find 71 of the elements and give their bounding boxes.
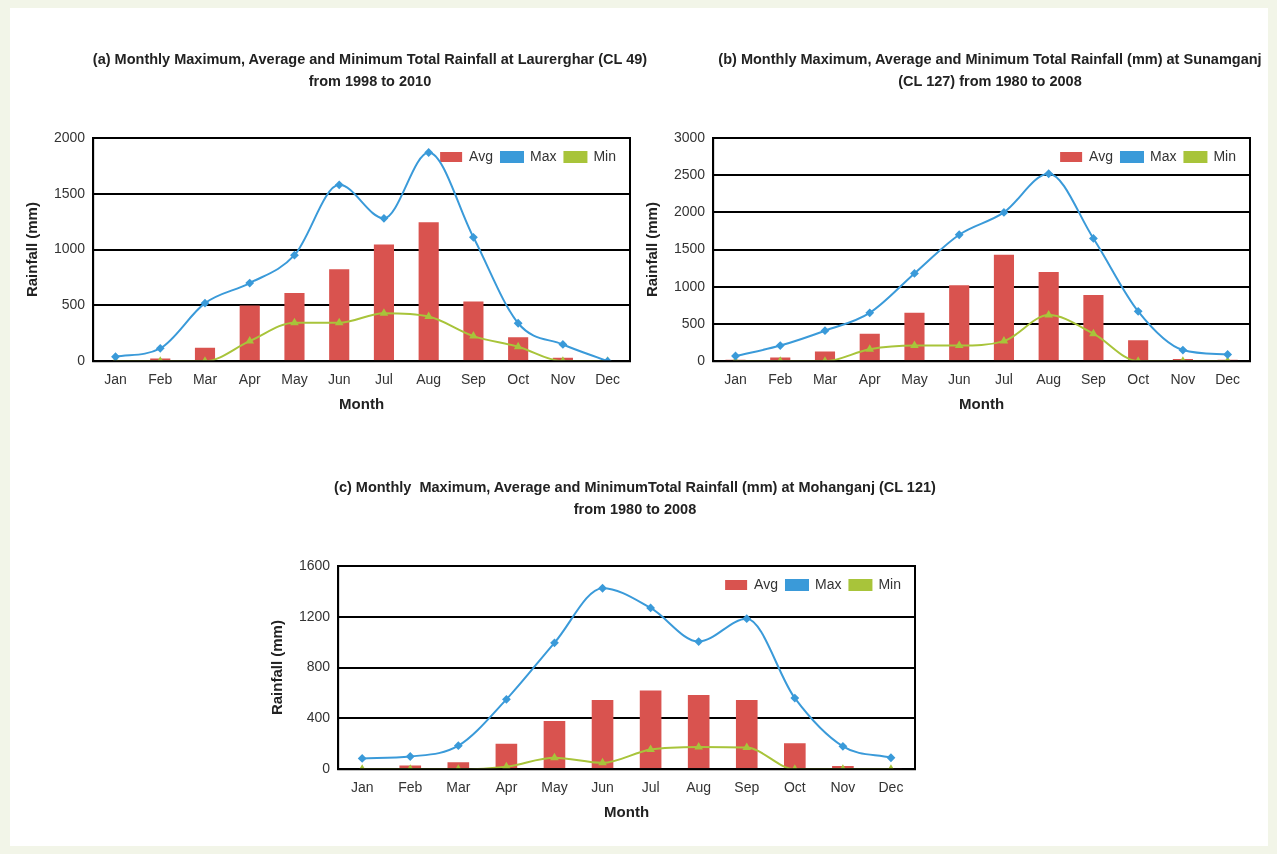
y-tick-label: 2000 — [673, 203, 706, 220]
x-axis-title: Month — [604, 803, 650, 821]
x-tick-label: Mar — [812, 371, 838, 388]
y-axis-title: Rainfall (mm) — [268, 620, 286, 716]
chart-title: (b) Monthly Maximum, Average and Minimum Total Rainfall (mm) at Sunamganj (CL 127) from 1980 to 2008 — [717, 50, 1263, 91]
x-tick-label: Aug — [416, 371, 442, 388]
x-tick-label: Nov — [830, 779, 856, 796]
y-tick-label: 2500 — [673, 166, 706, 183]
legend-label: Avg — [1089, 147, 1113, 164]
x-tick-label: Dec — [1215, 371, 1241, 388]
x-tick-label: Feb — [148, 371, 173, 388]
x-tick-label: Sep — [460, 371, 487, 388]
x-tick-label: Jan — [350, 779, 374, 796]
x-tick-label: Mar — [446, 779, 471, 796]
x-tick-label: May — [541, 779, 568, 796]
legend-label: Max — [1149, 147, 1177, 164]
x-axis-title: Month — [959, 395, 1005, 413]
legend-label: Min — [593, 147, 616, 164]
y-tick-label: 1500 — [673, 240, 706, 257]
x-tick-label: Oct — [1127, 371, 1150, 388]
x-tick-label: Dec — [878, 779, 904, 796]
x-tick-label: Aug — [1036, 371, 1062, 388]
y-tick-label: 0 — [697, 352, 706, 369]
x-tick-label: Feb — [398, 779, 423, 796]
x-tick-label: Sep — [1080, 371, 1107, 388]
legend-label: Min — [878, 575, 901, 592]
x-tick-label: Apr — [495, 779, 518, 796]
x-tick-label: Jan — [724, 371, 747, 388]
y-axis-title: Rainfall (mm) — [643, 202, 661, 298]
x-tick-label: Jul — [994, 371, 1013, 388]
x-tick-label: Jun — [947, 371, 971, 388]
y-tick-label: 1000 — [673, 277, 706, 294]
y-tick-label: 500 — [681, 314, 706, 331]
x-tick-label: Oct — [783, 779, 806, 796]
chart-title: (a) Monthly Maximum, Average and Minimum Total Rainfall at Laurerghar (CL 49) from 1998 to 2010 — [91, 50, 649, 91]
legend-label: Max — [529, 147, 557, 164]
legend-label: Avg — [469, 147, 493, 164]
x-tick-label: Apr — [858, 371, 881, 388]
x-tick-label: Aug — [686, 779, 712, 796]
chart-title: (c) Monthly Maximum, Average and MinimumTotal Rainfall (mm) at Mohanganj (CL 121) from 1980 to 2008 — [333, 478, 937, 519]
x-tick-label: Nov — [1170, 371, 1196, 388]
x-tick-label: May — [281, 371, 308, 388]
y-tick-label: 3000 — [673, 128, 706, 145]
y-tick-label: 500 — [61, 296, 86, 313]
x-tick-label: Jun — [327, 371, 351, 388]
x-tick-label: Jul — [641, 779, 660, 796]
y-tick-label: 400 — [306, 709, 331, 726]
x-tick-label: May — [901, 371, 928, 388]
x-tick-label: Jul — [374, 371, 393, 388]
x-tick-label: Mar — [192, 371, 218, 388]
x-tick-label: Feb — [768, 371, 793, 388]
y-axis-title: Rainfall (mm) — [23, 202, 41, 298]
y-tick-label: 1600 — [298, 556, 331, 573]
y-tick-label: 0 — [322, 760, 331, 777]
y-tick-label: 1500 — [53, 184, 86, 201]
x-tick-label: Jan — [104, 371, 127, 388]
legend-label: Min — [1213, 147, 1236, 164]
y-tick-label: 0 — [77, 352, 86, 369]
x-tick-label: Jun — [591, 779, 614, 796]
y-tick-label: 1200 — [298, 607, 331, 624]
y-tick-label: 1000 — [53, 240, 86, 257]
x-tick-label: Apr — [238, 371, 261, 388]
x-tick-label: Nov — [550, 371, 576, 388]
y-tick-label: 2000 — [53, 128, 86, 145]
y-tick-label: 800 — [306, 658, 331, 675]
x-axis-title: Month — [339, 395, 385, 413]
x-tick-label: Sep — [734, 779, 760, 796]
legend-label: Max — [814, 575, 842, 592]
legend-label: Avg — [754, 575, 778, 592]
x-tick-label: Dec — [595, 371, 621, 388]
x-tick-label: Oct — [507, 371, 530, 388]
